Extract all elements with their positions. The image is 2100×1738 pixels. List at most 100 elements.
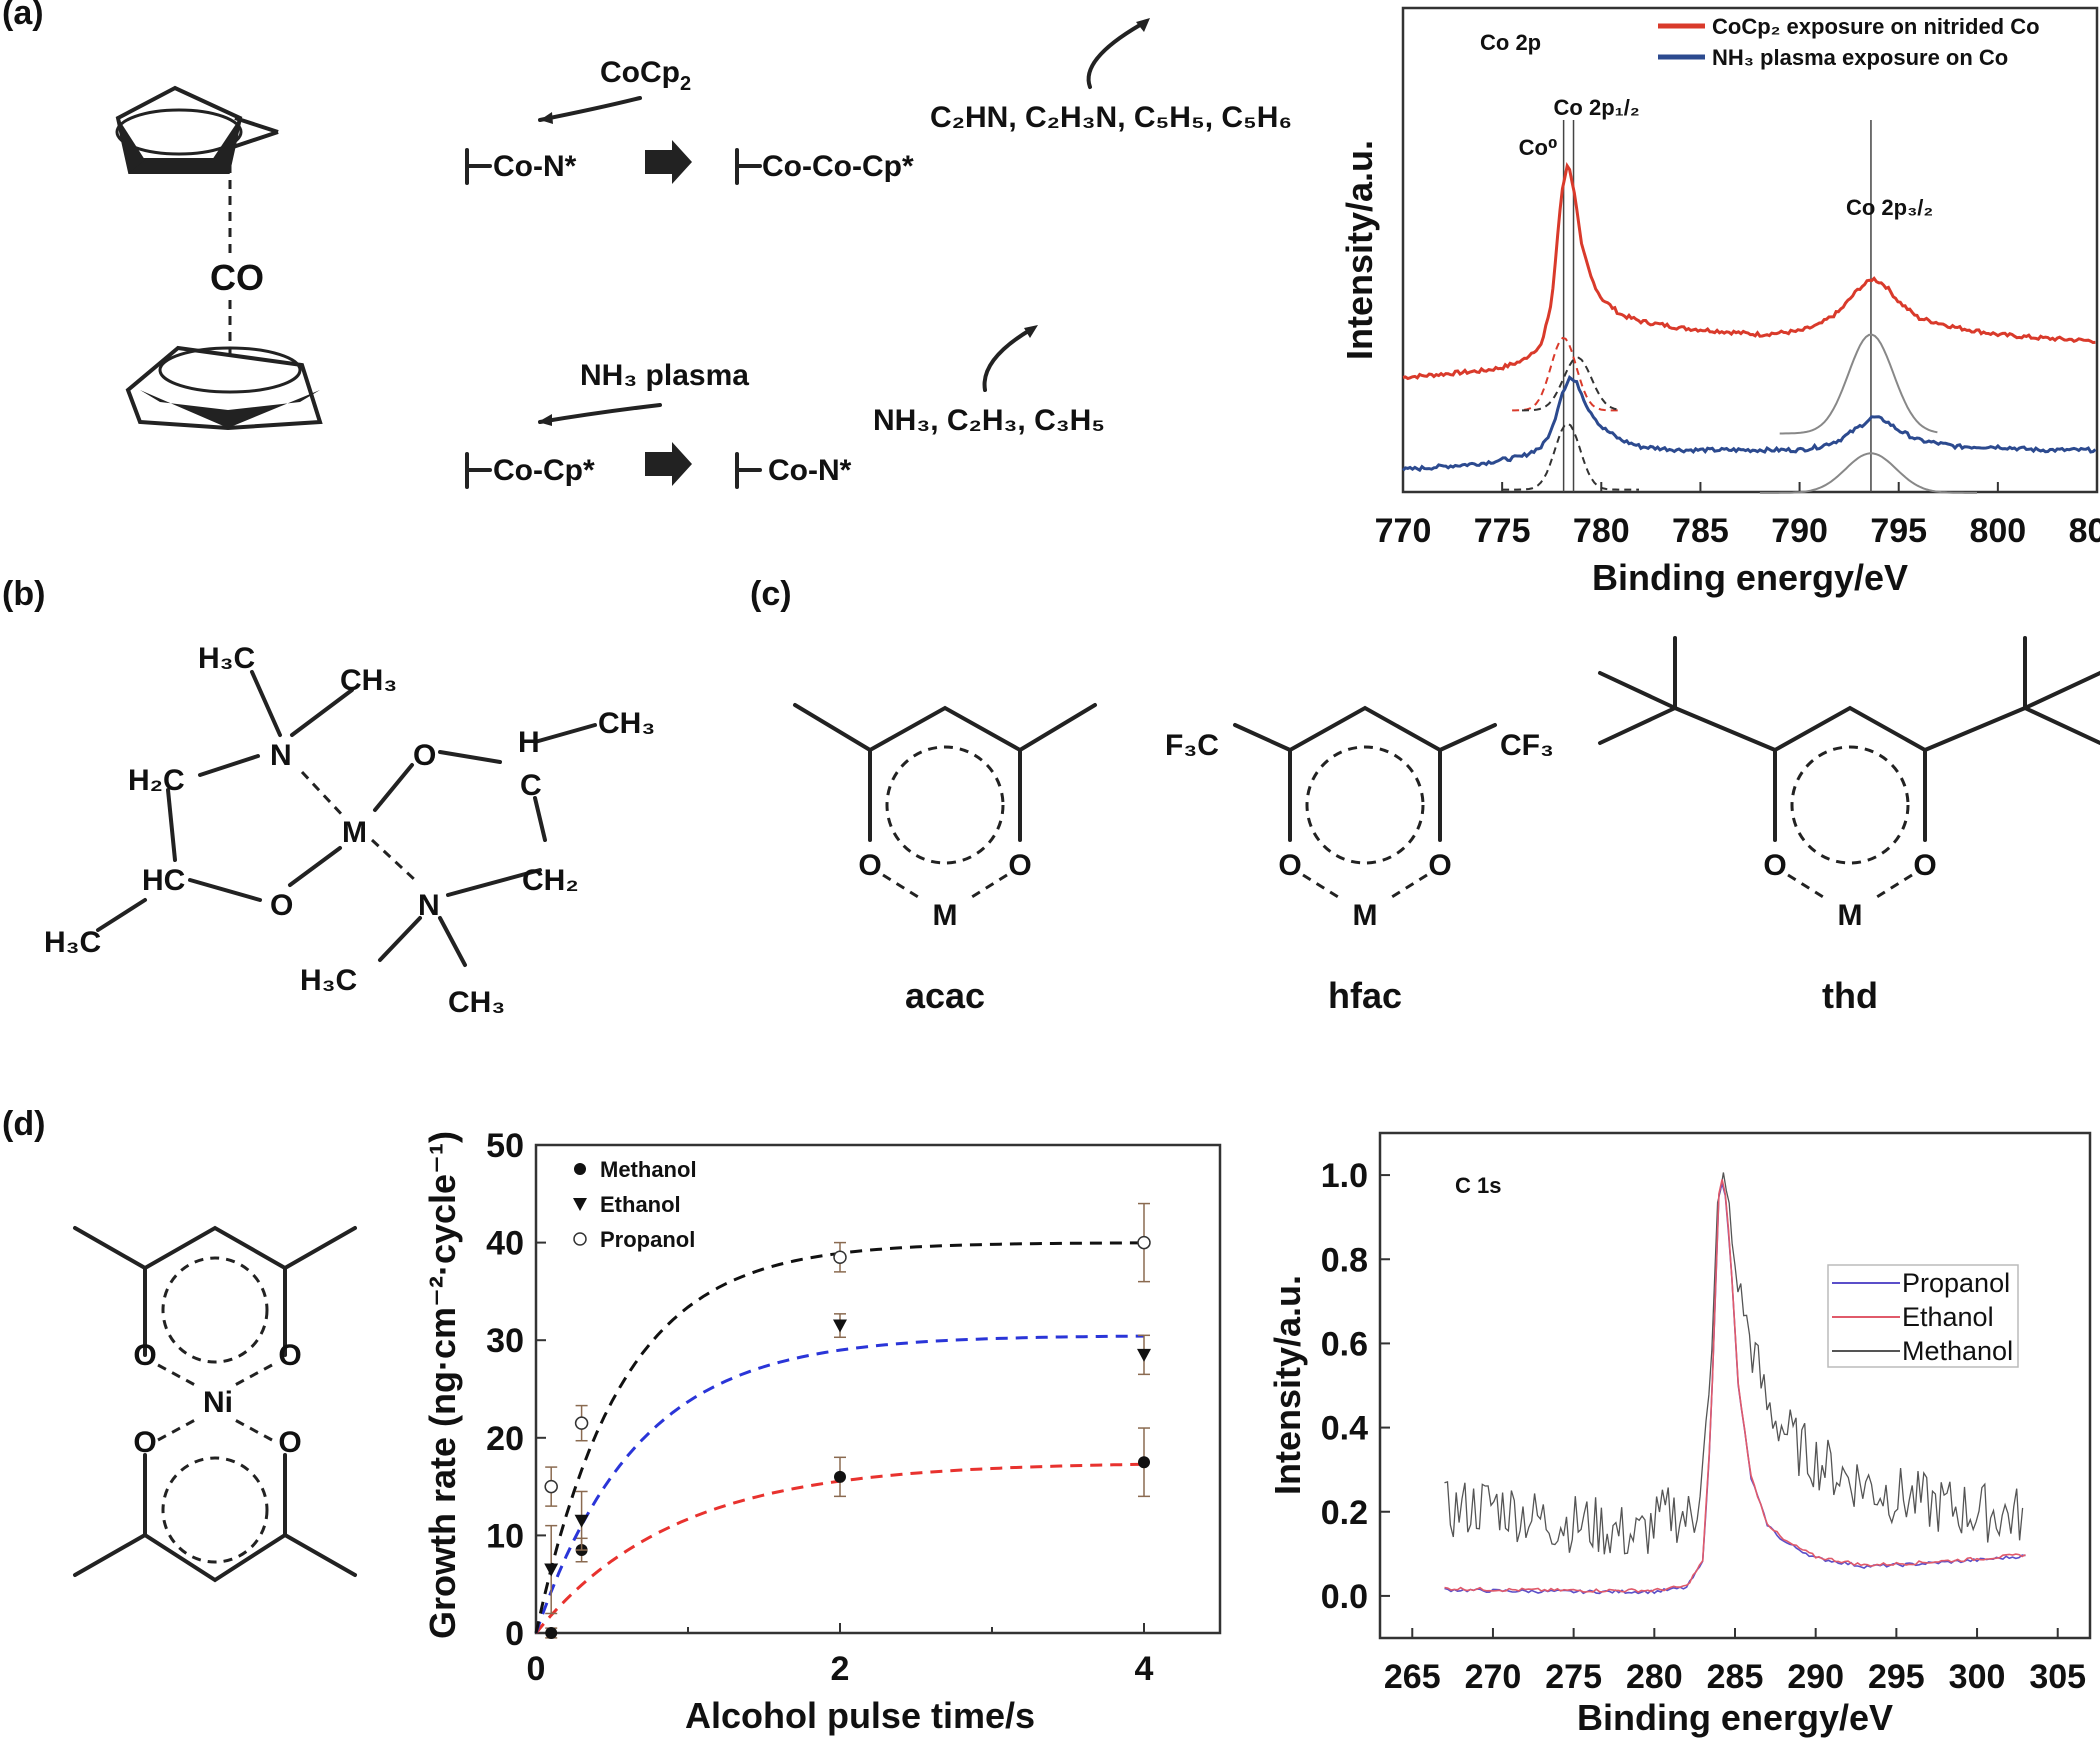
growth-legend-marker	[573, 1232, 587, 1246]
co2p-legend-label: NH₃ plasma exposure on Co	[1712, 45, 2008, 70]
co2p-fit-component	[1502, 422, 1639, 491]
atom-ni: Ni	[203, 1386, 233, 1419]
methyl-bond	[73, 1533, 147, 1577]
byproducts-2: NH₃, C₂H₃, C₃H₅	[873, 404, 1105, 437]
c1s-ytick-label: 0.4	[1321, 1410, 1368, 1448]
co2p-xtick-label: 770	[1375, 512, 1432, 550]
co2p-xtick-label: 800	[1969, 512, 2026, 550]
c1s-ytick-label: 0.0	[1321, 1578, 1368, 1616]
delocalized-ring	[1305, 745, 1425, 865]
ring-bond	[1773, 705, 1927, 842]
c1s-legend-label: Methanol	[1902, 1336, 2013, 1366]
c1s-series-propanol	[1444, 1180, 2026, 1595]
delocalized-ring	[885, 745, 1005, 865]
o-m-bond	[1787, 873, 1829, 902]
growth-point-ethanol	[574, 1514, 589, 1528]
o-ni-bond	[234, 1418, 273, 1442]
growth-ytick-label: 50	[486, 1127, 524, 1165]
atom-o: O	[1763, 849, 1786, 882]
c1s-yaxis-label: Intensity/a.u.	[1267, 1275, 1308, 1495]
co2p-series-line	[1401, 374, 2097, 473]
methyl-bond	[793, 703, 872, 752]
atom-h3c-top: H₃C	[198, 642, 255, 675]
growth-point-propanol	[544, 1479, 558, 1494]
c1s-xtick-label: 300	[1949, 1658, 2006, 1696]
c1s-series-methanol	[1444, 1172, 2024, 1555]
co0-annotation: Co⁰	[1519, 135, 1558, 160]
c1s-ytick-label: 0.8	[1321, 1241, 1368, 1279]
growth-legend-marker	[573, 1198, 587, 1211]
co2p-fit-component	[1522, 356, 1621, 412]
tbutyl-bond	[1923, 706, 2027, 752]
atom-o: O	[1913, 849, 1936, 882]
atom-ch3-top: CH₃	[340, 664, 397, 697]
aminoalkoxide-complex: H₃C CH₃ N H₂C O H C CH₃ M HC O N CH₂ H₃C…	[44, 642, 655, 1019]
ring-bond	[1288, 705, 1442, 842]
growth-point-methanol	[545, 1627, 558, 1639]
atom-ch2: CH₂	[522, 864, 579, 897]
c1s-xps-chart: 265 270 275 280 285 290 295 300 305 0.0 0.2 0.4 0.6 0…	[1267, 1131, 2092, 1738]
c1s-xtick-label: 305	[2029, 1658, 2086, 1696]
co-center-label: CO	[210, 257, 264, 298]
atom-ch3-bottom: CH₃	[448, 986, 505, 1019]
methyl-bond	[283, 1533, 357, 1577]
methyl-bond	[1018, 703, 1097, 752]
o-ni-bond	[157, 1363, 196, 1387]
atom-n-bottom: N	[418, 889, 440, 922]
growth-yaxis-label: Growth rate (ng·cm⁻²·cycle⁻¹)	[422, 1131, 463, 1639]
co2p-series-line	[1402, 162, 2096, 381]
growth-ytick-label: 30	[486, 1322, 524, 1360]
c1s-xtick-label: 280	[1626, 1658, 1683, 1696]
byproducts-1: C₂HN, C₂H₃N, C₅H₅, C₅H₆	[930, 101, 1292, 134]
atom-ch3-right: CH₃	[598, 707, 655, 740]
cobaltocene-structure: CO	[115, 85, 323, 431]
c1s-legend-label: Propanol	[1902, 1268, 2010, 1298]
ligand-label: thd	[1822, 975, 1878, 1016]
growth-legend-label: Ethanol	[600, 1192, 681, 1217]
o-m-bond	[966, 873, 1008, 902]
c1s-xtick-label: 285	[1707, 1658, 1764, 1696]
growth-legend-label: Methanol	[600, 1157, 697, 1182]
growth-point-propanol	[833, 1250, 847, 1264]
curved-arrow	[538, 96, 642, 122]
co2p-xaxis-label: Binding energy/eV	[1592, 557, 1908, 598]
reactant-1: Co-N*	[493, 150, 577, 183]
tbutyl-bond	[2023, 671, 2100, 710]
atom-m: M	[1353, 899, 1378, 932]
growth-xtick-label: 2	[831, 1650, 850, 1688]
c1s-xtick-label: 270	[1465, 1658, 1522, 1696]
nh3-plasma-label: NH₃ plasma	[580, 359, 749, 392]
tbutyl-bond	[1598, 706, 1677, 745]
co2p-xps-chart: 770 775 780 785 790 795 800 805 Binding energy/e…	[1339, 6, 2100, 598]
atom-o-top: O	[413, 739, 436, 772]
growth-xtick-label: 4	[1135, 1650, 1154, 1688]
growth-point-ethanol	[833, 1319, 847, 1333]
reaction-scheme: CoCp2 Co-N* Co-Co-Cp* C₂HN, C₂H₃N, C₅H₅,…	[465, 18, 1292, 489]
atom-o: O	[1278, 849, 1301, 882]
c1s-ytick-label: 0.2	[1321, 1494, 1368, 1532]
atom-o: O	[1428, 849, 1451, 882]
delocalized-ring	[161, 1256, 269, 1364]
methyl-bond	[283, 1226, 357, 1270]
co2p-xtick-label: 805	[2069, 512, 2100, 550]
ring-bond	[143, 1225, 287, 1357]
o-ni-bond	[234, 1363, 273, 1387]
ni-acac-structure: O O O O Ni	[73, 1225, 357, 1583]
panel-label-c: (c)	[750, 575, 792, 613]
product-2: Co-N*	[768, 454, 852, 487]
o-m-bond	[1302, 873, 1344, 902]
atom-n-top: N	[270, 739, 292, 772]
c1s-plot-frame	[1378, 1131, 2092, 1640]
co2p12-annotation: Co 2p₁/₂	[1554, 95, 1640, 120]
co2p-fit-component	[1779, 333, 1938, 435]
c1s-series-ethanol	[1444, 1179, 2026, 1594]
c1s-xaxis-label: Binding energy/eV	[1577, 1697, 1893, 1738]
reaction-arrow-2	[645, 442, 692, 486]
c1s-ytick-label: 0.6	[1321, 1325, 1368, 1363]
ring-bond	[868, 705, 1022, 842]
atom-m: M	[342, 816, 367, 849]
co2p-xtick-label: 775	[1474, 512, 1531, 550]
